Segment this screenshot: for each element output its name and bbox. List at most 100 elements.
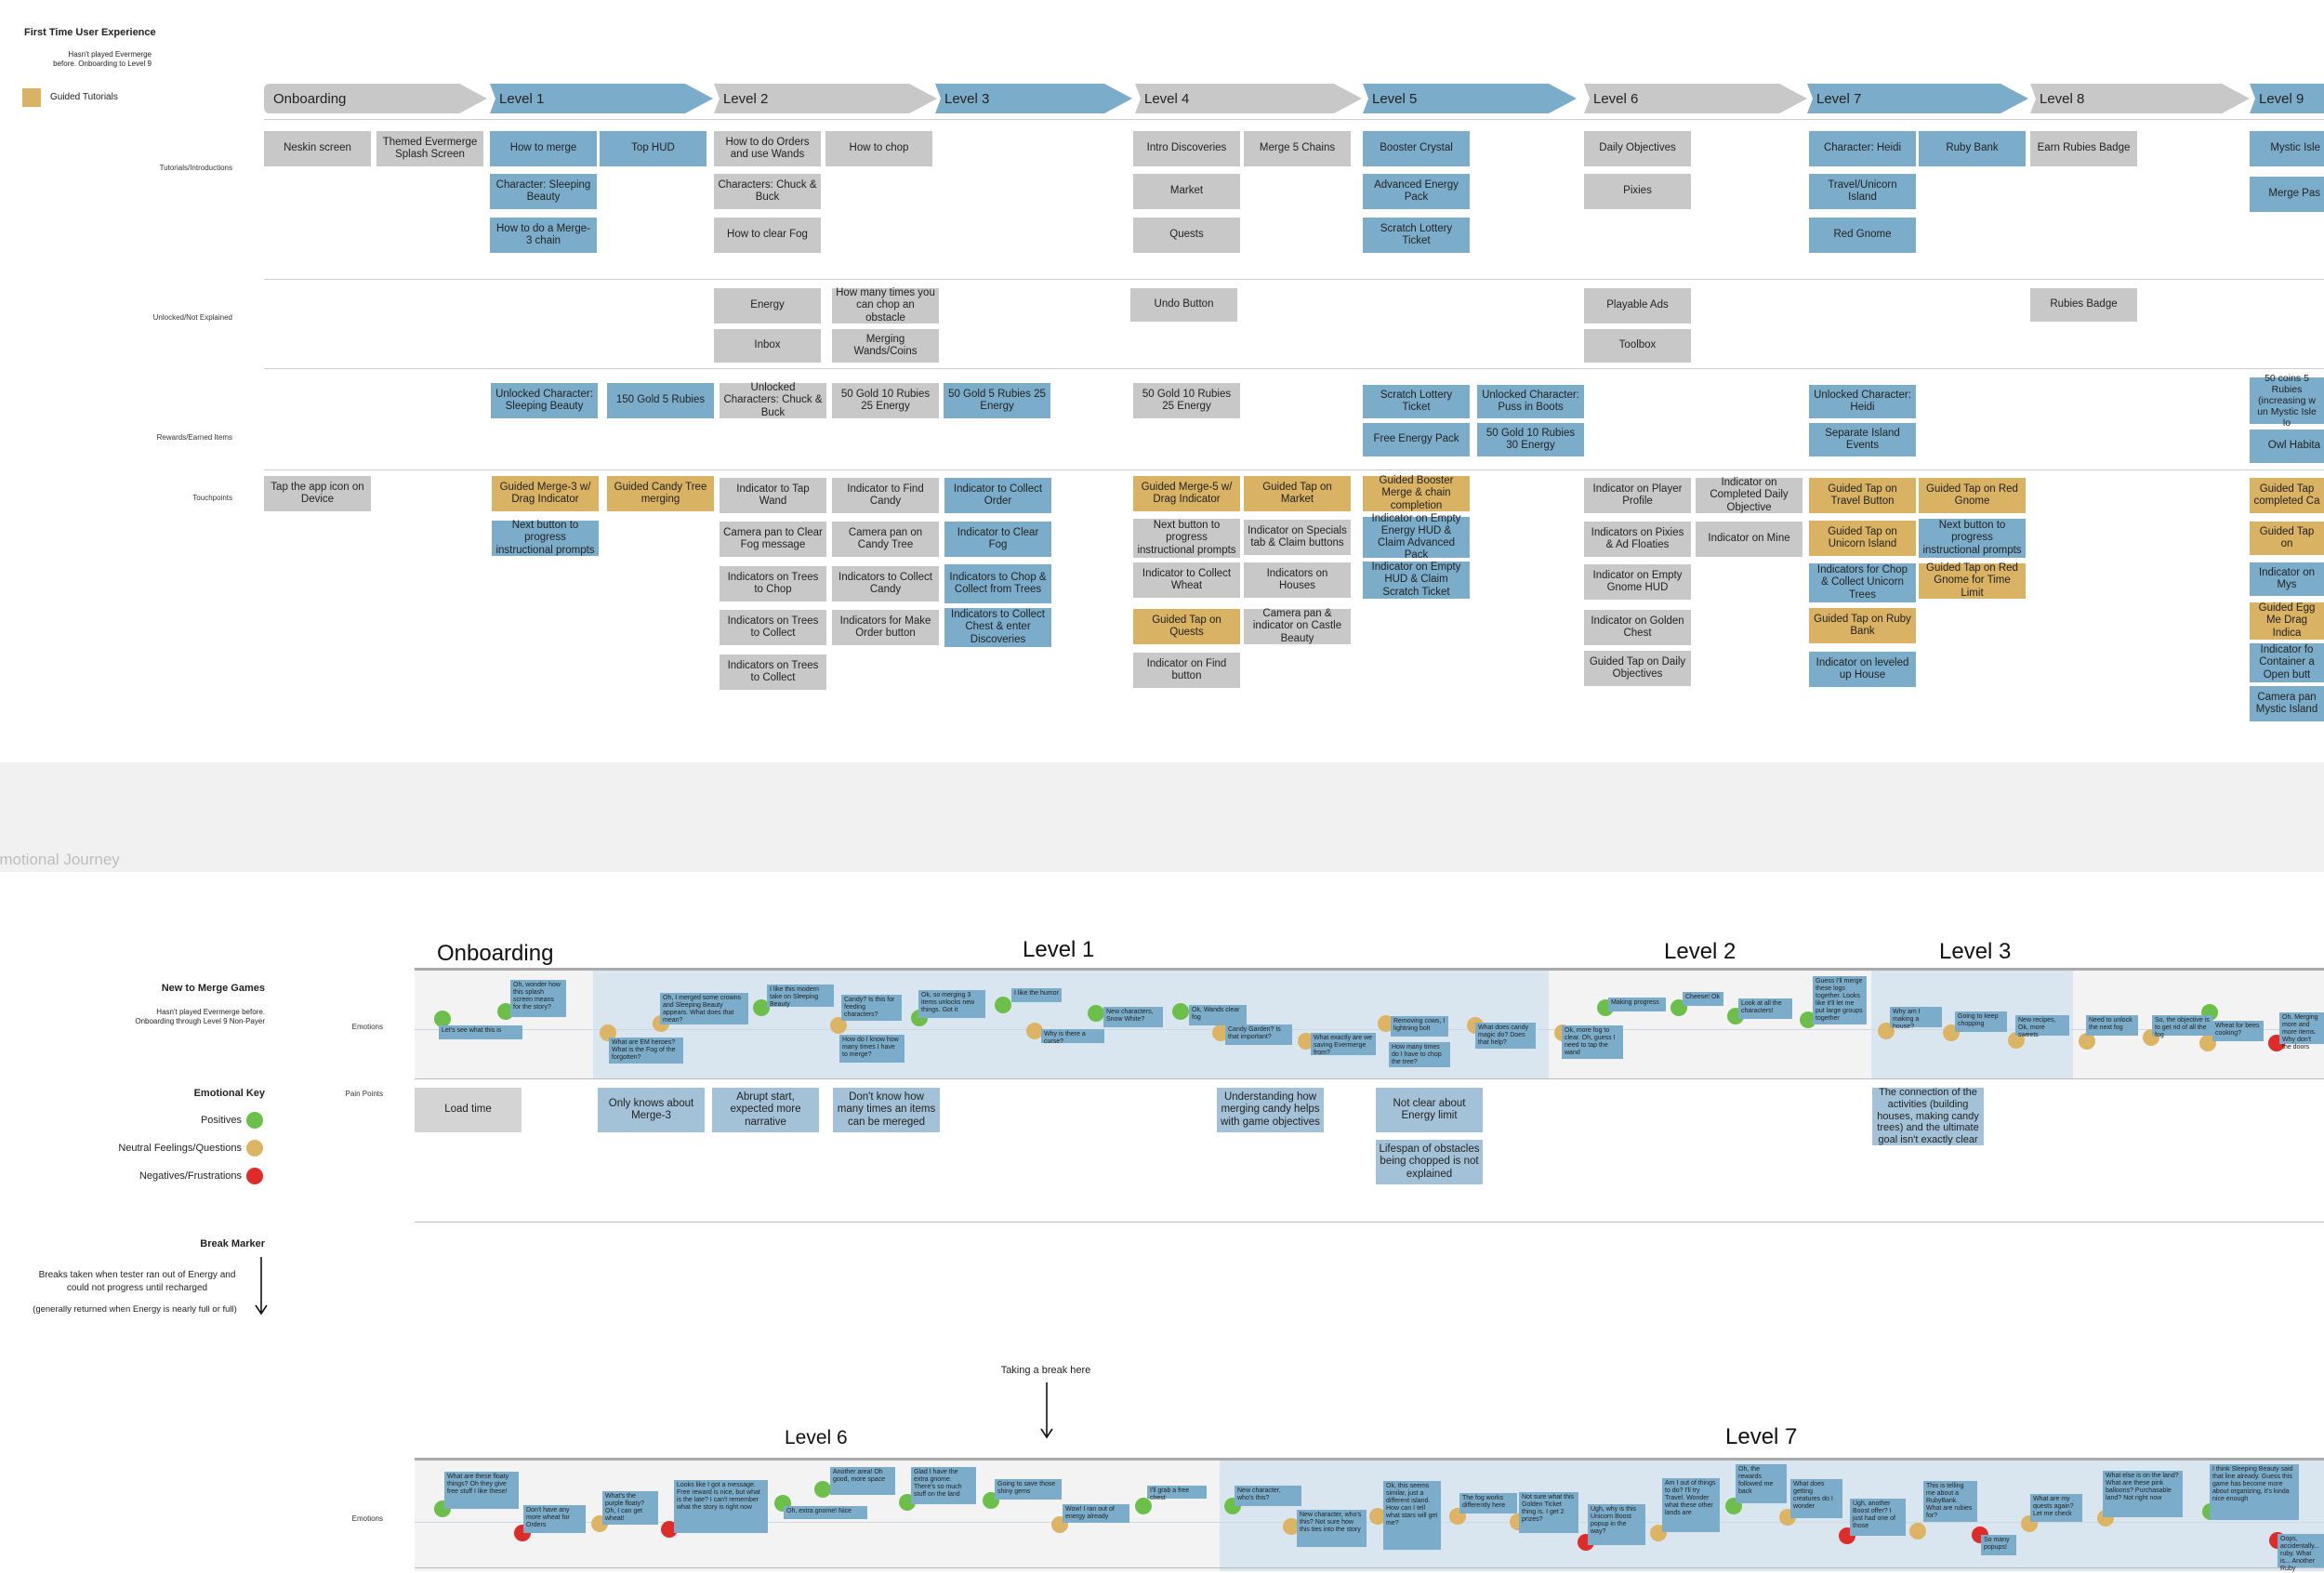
emotion-negative-dot	[661, 1521, 678, 1538]
break-desc: Breaks taken when tester ran out of Ener…	[38, 1270, 236, 1293]
journey-top-rule-2	[415, 1458, 2324, 1461]
emotion-note: I like the humor	[1011, 988, 1062, 1002]
key-negative-label: Negatives/Frustrations	[139, 1170, 242, 1182]
emotion-note: Why am I making a house?	[1890, 1007, 1942, 1030]
pain-point-card: Don't know how many times an items can b…	[833, 1088, 940, 1132]
tutorial-card: Advanced Energy Pack	[1363, 174, 1470, 209]
stage-level-5: Level 5	[1363, 84, 1577, 113]
touchpoint-card: Indicators to Collect Chest & enter Disc…	[944, 608, 1051, 647]
emotion-neutral-dot	[1378, 1015, 1394, 1032]
emotion-note: What's the purple floaty? Oh, I can get …	[602, 1491, 658, 1525]
reward-card: Free Energy Pack	[1363, 423, 1470, 456]
emotion-positive-dot	[814, 1481, 831, 1498]
emotion-note: How do I know how many times I have to m…	[839, 1035, 905, 1063]
touchpoint-card: Indicators on Pixies & Ad Floaties	[1584, 522, 1691, 557]
emotion-neutral-dot	[1026, 1023, 1043, 1039]
emotion-positive-dot	[1088, 1005, 1104, 1022]
journey-heading-level-2: Level 2	[1664, 939, 1736, 964]
reward-card: Owl Habita	[2250, 430, 2324, 463]
row-label-unlocked: Unlocked/Not Explained	[152, 313, 232, 322]
emotion-note: Not sure what this Golden Ticket thing i…	[1519, 1492, 1578, 1533]
legend-label: Guided Tutorials	[50, 92, 118, 102]
touchpoint-card: Indicators on Trees to Chop	[720, 566, 826, 601]
unlocked-card: Playable Ads	[1584, 288, 1691, 324]
touchpoint-card: Indicator on Empty Gnome HUD	[1584, 564, 1691, 600]
reward-card: 50 Gold 10 Rubies 25 Energy	[832, 383, 939, 418]
emotion-note: New character, who's this?	[1235, 1486, 1301, 1506]
pain-points-row-label: Pain Points	[345, 1090, 383, 1098]
journey-top-rule	[415, 968, 2324, 971]
emotion-note: Going to save those shiny gems	[995, 1479, 1062, 1500]
pain-point-card: Only knows about Merge-3	[598, 1088, 705, 1132]
touchpoint-card: Indicator on Find button	[1133, 653, 1240, 688]
persona-title: New to Merge Games	[161, 983, 265, 994]
lane-divider	[415, 1567, 2324, 1568]
touchpoint-card: Guided Merge-5 w/ Drag Indicator	[1133, 476, 1240, 511]
emotion-positive-dot	[497, 1003, 514, 1020]
row-divider	[264, 368, 2324, 369]
emotion-note: Ok, more fog to clear. Oh, guess I need …	[1562, 1025, 1623, 1059]
touchpoint-card: Guided Tap on Ruby Bank	[1809, 608, 1916, 643]
reward-card: Scratch Lottery Ticket	[1363, 385, 1470, 418]
row-divider	[264, 119, 2324, 120]
reward-card: Unlocked Character: Sleeping Beauty	[491, 383, 598, 418]
row-divider	[264, 279, 2324, 280]
emotion-note: Guess I'll merge these logs together. Lo…	[1813, 976, 1867, 1024]
touchpoint-card: Camera pan on Candy Tree	[832, 522, 939, 557]
key-positive-dot	[246, 1112, 263, 1129]
emotion-neutral-dot	[2008, 1032, 2025, 1049]
tutorial-card: Travel/Unicorn Island	[1809, 174, 1916, 209]
emotion-note: Ugh, another Boost offer? I just had one…	[1850, 1499, 1906, 1536]
emotion-note: Cheese! Ok	[1683, 992, 1723, 1006]
emotion-positive-dot	[1800, 1011, 1816, 1028]
pain-point-card: Load time	[415, 1088, 522, 1132]
emotion-note: Candy Garden? Is that important?	[1225, 1024, 1292, 1045]
lane-divider	[415, 1078, 2324, 1079]
pain-point-card: Understanding how merging candy helps wi…	[1217, 1088, 1324, 1132]
tutorial-card: How to merge	[490, 131, 597, 166]
emotion-positive-dot	[1172, 1003, 1189, 1020]
legend-swatch	[22, 88, 41, 107]
journey-heading-level-7: Level 7	[1725, 1424, 1798, 1449]
key-positives-label: Positives	[200, 1115, 242, 1126]
emotion-note: New character, who's this? Not sure how …	[1297, 1510, 1367, 1547]
emotion-note: What are EM heroes? What is the Fog of t…	[609, 1038, 683, 1064]
touchpoint-card: Indicator on Empty HUD & Claim Scratch T…	[1363, 562, 1470, 599]
emotion-note: Wow! I ran out of energy already	[1063, 1504, 1129, 1523]
touchpoint-card: Indicator on Player Profile	[1584, 478, 1691, 513]
touchpoint-card: Next button to progress instructional pr…	[1919, 519, 2026, 558]
touchpoint-card: Indicators on Trees to Collect	[720, 654, 826, 690]
persona-subtitle: Hasn't played Evermerge before. Onboardi…	[135, 1008, 265, 1026]
emotion-note: Another area! Oh good, more space	[830, 1467, 895, 1495]
emotion-neutral-dot	[2199, 1035, 2216, 1051]
journey-heading-level-6: Level 6	[785, 1427, 848, 1448]
touchpoint-card: Guided Tap on Unicorn Island	[1809, 521, 1916, 556]
stage-onboarding: Onboarding	[264, 84, 487, 113]
emotion-note: Glad I have the extra gnome. There's so …	[911, 1467, 976, 1504]
ftue-subtitle: Hasn't played Evermerge before. Onboardi…	[53, 50, 152, 69]
touchpoint-card: Guided Tap on Market	[1244, 476, 1351, 511]
stage-level-4: Level 4	[1135, 84, 1362, 113]
emotion-neutral-dot	[1369, 1508, 1386, 1525]
emotion-note: Removing cows, I lightning bolt	[1391, 1016, 1448, 1037]
journey-heading-onboarding: Onboarding	[437, 941, 554, 966]
emotion-note: Oh, I merged some crowns and Sleeping Be…	[660, 993, 748, 1024]
emotion-note: Look at all the characters!	[1738, 998, 1792, 1019]
unlocked-card: Energy	[714, 288, 821, 324]
emotion-note: This is telling me about a RubyBank. Wha…	[1923, 1481, 1977, 1522]
touchpoint-card: Indicator to Find Candy	[832, 478, 939, 513]
emotion-note: Oops, accidentally... ruby. What is... A…	[2278, 1534, 2324, 1572]
touchpoint-card: Indicators to Chop & Collect from Trees	[944, 564, 1051, 603]
break-here-label: Taking a break here	[1000, 1365, 1091, 1376]
emotion-note: What does getting creatures do I wonder	[1790, 1479, 1842, 1518]
reward-card: Separate Island Events	[1809, 423, 1916, 456]
reward-card: 150 Gold 5 Rubies	[607, 383, 714, 418]
emotion-note: So, the objective is to get rid of all t…	[2152, 1015, 2212, 1038]
touchpoint-card: Guided Egg Me Drag Indica	[2250, 602, 2324, 640]
emotion-note: So many popups!	[1981, 1535, 2016, 1555]
touchpoint-card: Tap the app icon on Device	[264, 476, 371, 511]
tutorial-card: Top HUD	[600, 131, 706, 166]
stage-level-7: Level 7	[1807, 84, 2028, 113]
emotion-positive-dot	[1135, 1498, 1152, 1514]
reward-card: 50 coins 5 Rubies (increasing w un Mysti…	[2250, 373, 2324, 429]
